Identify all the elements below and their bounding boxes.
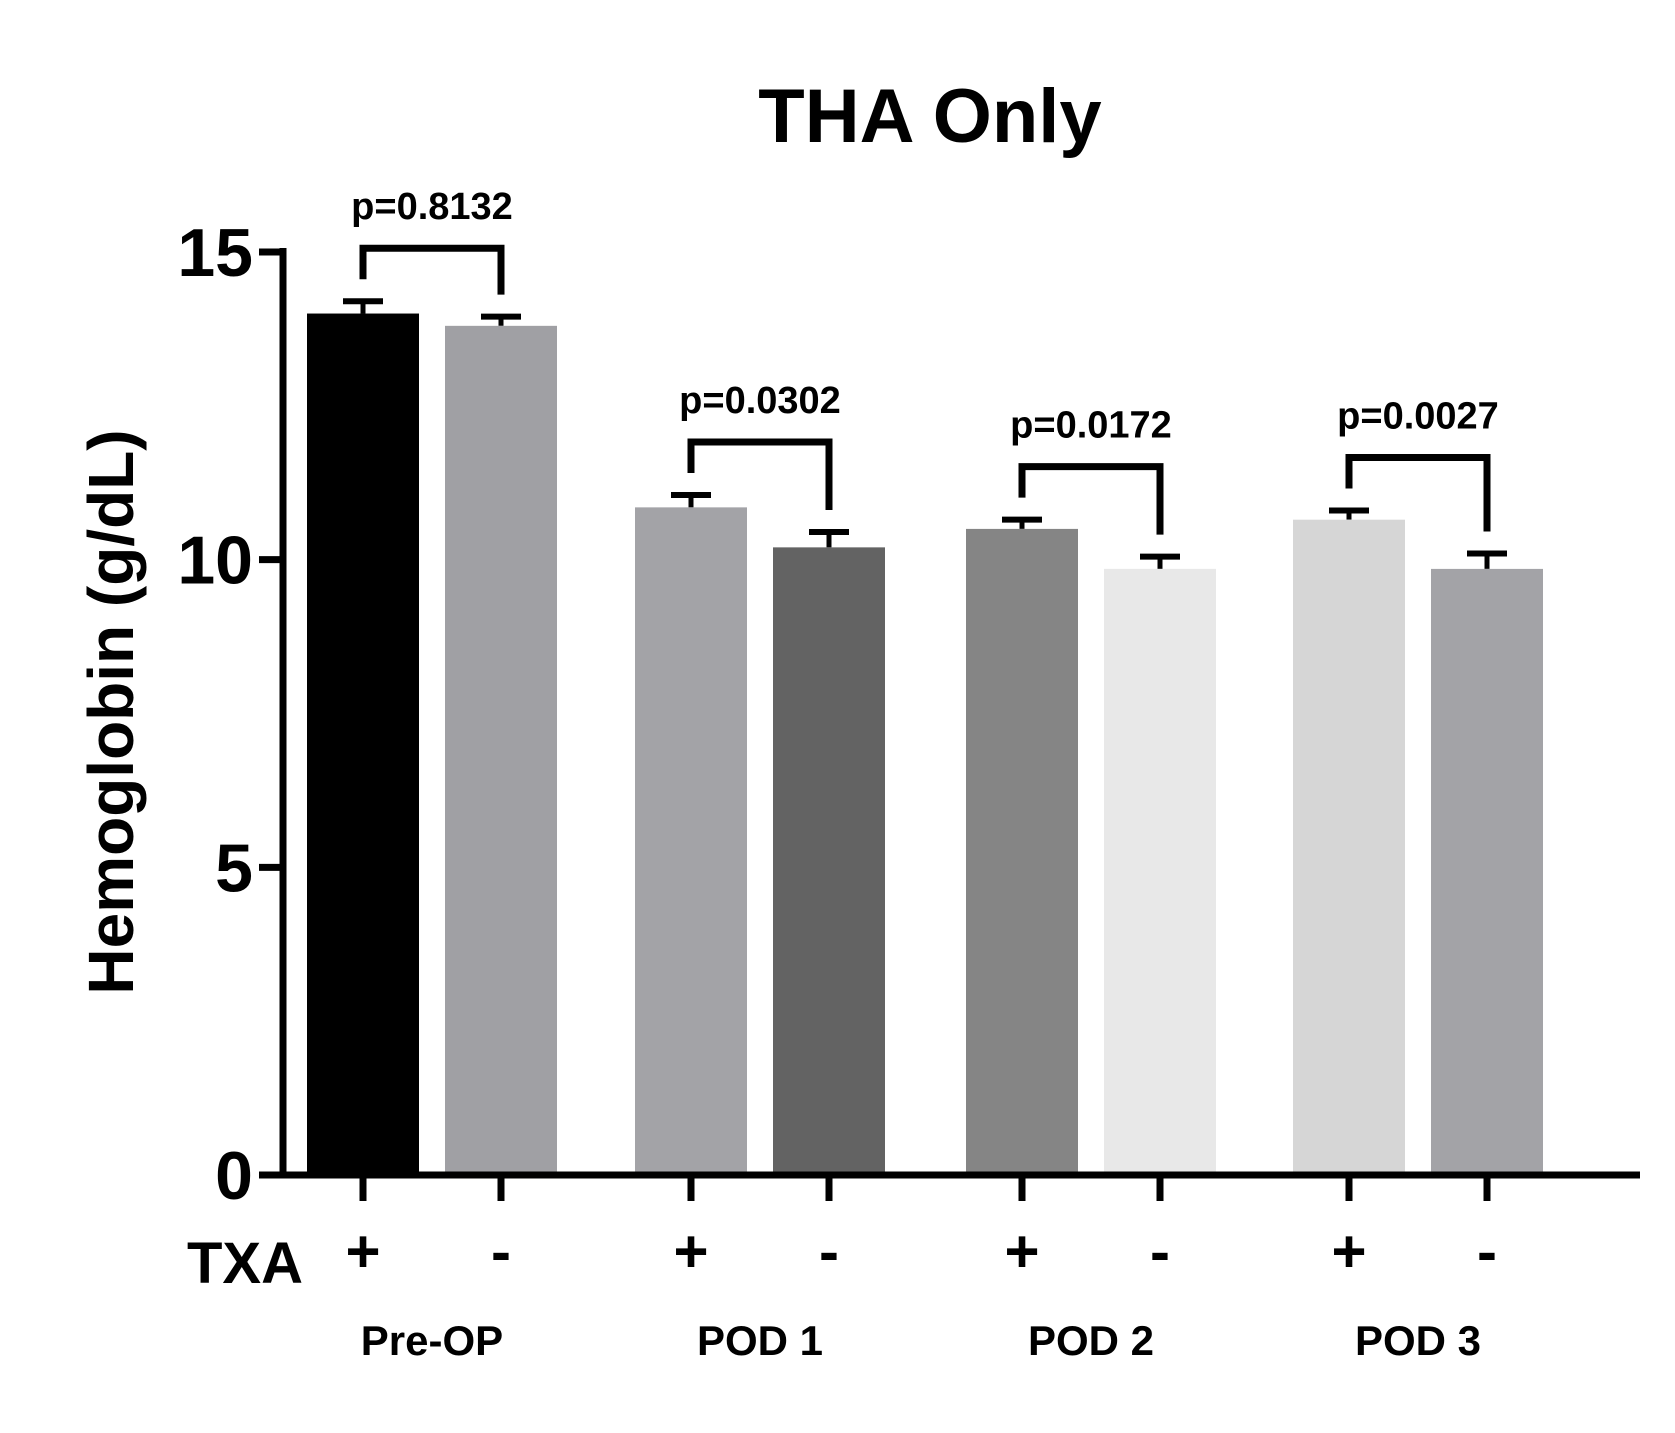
plot-area: 0 5 10 15 + - p=0.8132 Pre-OP + - p=0.0302 POD 1 + - p… (177, 186, 1640, 1364)
group-label: Pre-OP (361, 1317, 503, 1364)
significance-bracket (1345, 453, 1491, 532)
y-tick-label: 5 (215, 830, 253, 906)
bar (307, 313, 419, 1175)
y-tick-label: 10 (177, 523, 253, 599)
txa-sign-label: - (491, 1218, 511, 1285)
chart-title: THA Only (758, 74, 1101, 159)
significance-bracket (687, 438, 833, 510)
p-value-label: p=0.0027 (1337, 395, 1499, 437)
bar (635, 507, 747, 1175)
txa-sign-label: + (345, 1218, 380, 1285)
txa-sign-label: + (1331, 1218, 1366, 1285)
significance-bracket (1018, 463, 1164, 535)
txa-row-label: TXA (187, 1231, 303, 1296)
txa-sign-label: + (1004, 1218, 1039, 1285)
group-label: POD 2 (1028, 1317, 1154, 1364)
significance-bracket (359, 244, 505, 295)
bar (1104, 568, 1216, 1175)
group-label: POD 3 (1355, 1317, 1481, 1364)
bar (966, 528, 1078, 1175)
txa-sign-label: + (673, 1218, 708, 1285)
y-tick-label: 0 (215, 1138, 253, 1214)
txa-sign-label: - (819, 1218, 839, 1285)
p-value-label: p=0.0302 (679, 380, 841, 422)
p-value-label: p=0.0172 (1010, 405, 1172, 447)
y-axis-label: Hemoglobin (g/dL) (75, 429, 147, 994)
group-label: POD 1 (697, 1317, 823, 1364)
bar (445, 325, 557, 1176)
y-tick-label: 15 (177, 215, 253, 291)
bar (1293, 519, 1405, 1175)
p-value-label: p=0.8132 (351, 186, 513, 228)
txa-sign-label: - (1477, 1218, 1497, 1285)
txa-sign-label: - (1150, 1218, 1170, 1285)
bar (773, 547, 885, 1175)
bar (1431, 568, 1543, 1175)
